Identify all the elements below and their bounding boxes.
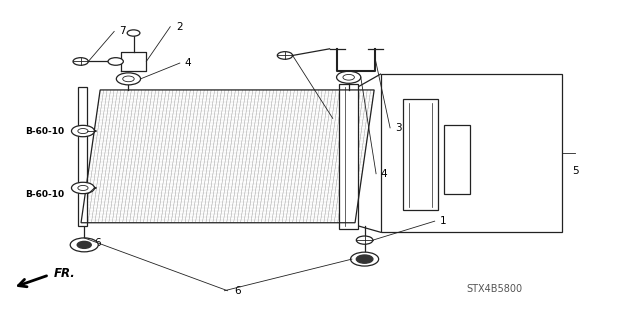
Circle shape: [116, 73, 141, 85]
Circle shape: [108, 58, 124, 65]
Bar: [444, 125, 470, 194]
Text: 2: 2: [177, 22, 183, 32]
Bar: [381, 74, 562, 232]
Circle shape: [78, 185, 88, 190]
Circle shape: [356, 255, 373, 263]
Text: 5: 5: [572, 166, 579, 175]
Text: 4: 4: [381, 169, 387, 179]
Circle shape: [78, 129, 88, 134]
Circle shape: [343, 74, 355, 80]
Circle shape: [337, 71, 361, 83]
Text: 1: 1: [440, 216, 447, 226]
Circle shape: [70, 238, 99, 252]
Circle shape: [351, 252, 379, 266]
Bar: [403, 100, 438, 210]
Circle shape: [356, 236, 373, 244]
Circle shape: [277, 52, 292, 59]
Text: B-60-10: B-60-10: [26, 127, 65, 136]
Text: 4: 4: [185, 58, 191, 68]
Circle shape: [123, 76, 134, 82]
Text: 7: 7: [338, 113, 344, 123]
Text: 6: 6: [234, 286, 241, 296]
Text: 6: 6: [94, 238, 100, 248]
Text: FR.: FR.: [54, 267, 76, 280]
Circle shape: [72, 182, 95, 194]
Circle shape: [72, 125, 95, 137]
Text: 3: 3: [395, 123, 402, 133]
Text: STX4B5800: STX4B5800: [467, 284, 523, 294]
Text: B-60-10: B-60-10: [26, 190, 65, 199]
Bar: [339, 84, 358, 229]
Circle shape: [73, 58, 88, 65]
Bar: [78, 87, 88, 226]
Circle shape: [127, 30, 140, 36]
Text: 7: 7: [119, 26, 126, 36]
Circle shape: [77, 241, 92, 249]
